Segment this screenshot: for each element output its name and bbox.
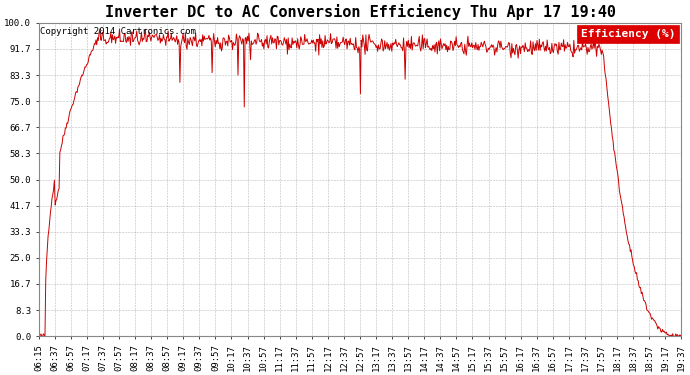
Text: Copyright 2014 Cartronics.com: Copyright 2014 Cartronics.com — [40, 27, 196, 36]
Legend: Efficiency (%): Efficiency (%) — [577, 25, 679, 43]
Title: Inverter DC to AC Conversion Efficiency Thu Apr 17 19:40: Inverter DC to AC Conversion Efficiency … — [104, 4, 615, 20]
